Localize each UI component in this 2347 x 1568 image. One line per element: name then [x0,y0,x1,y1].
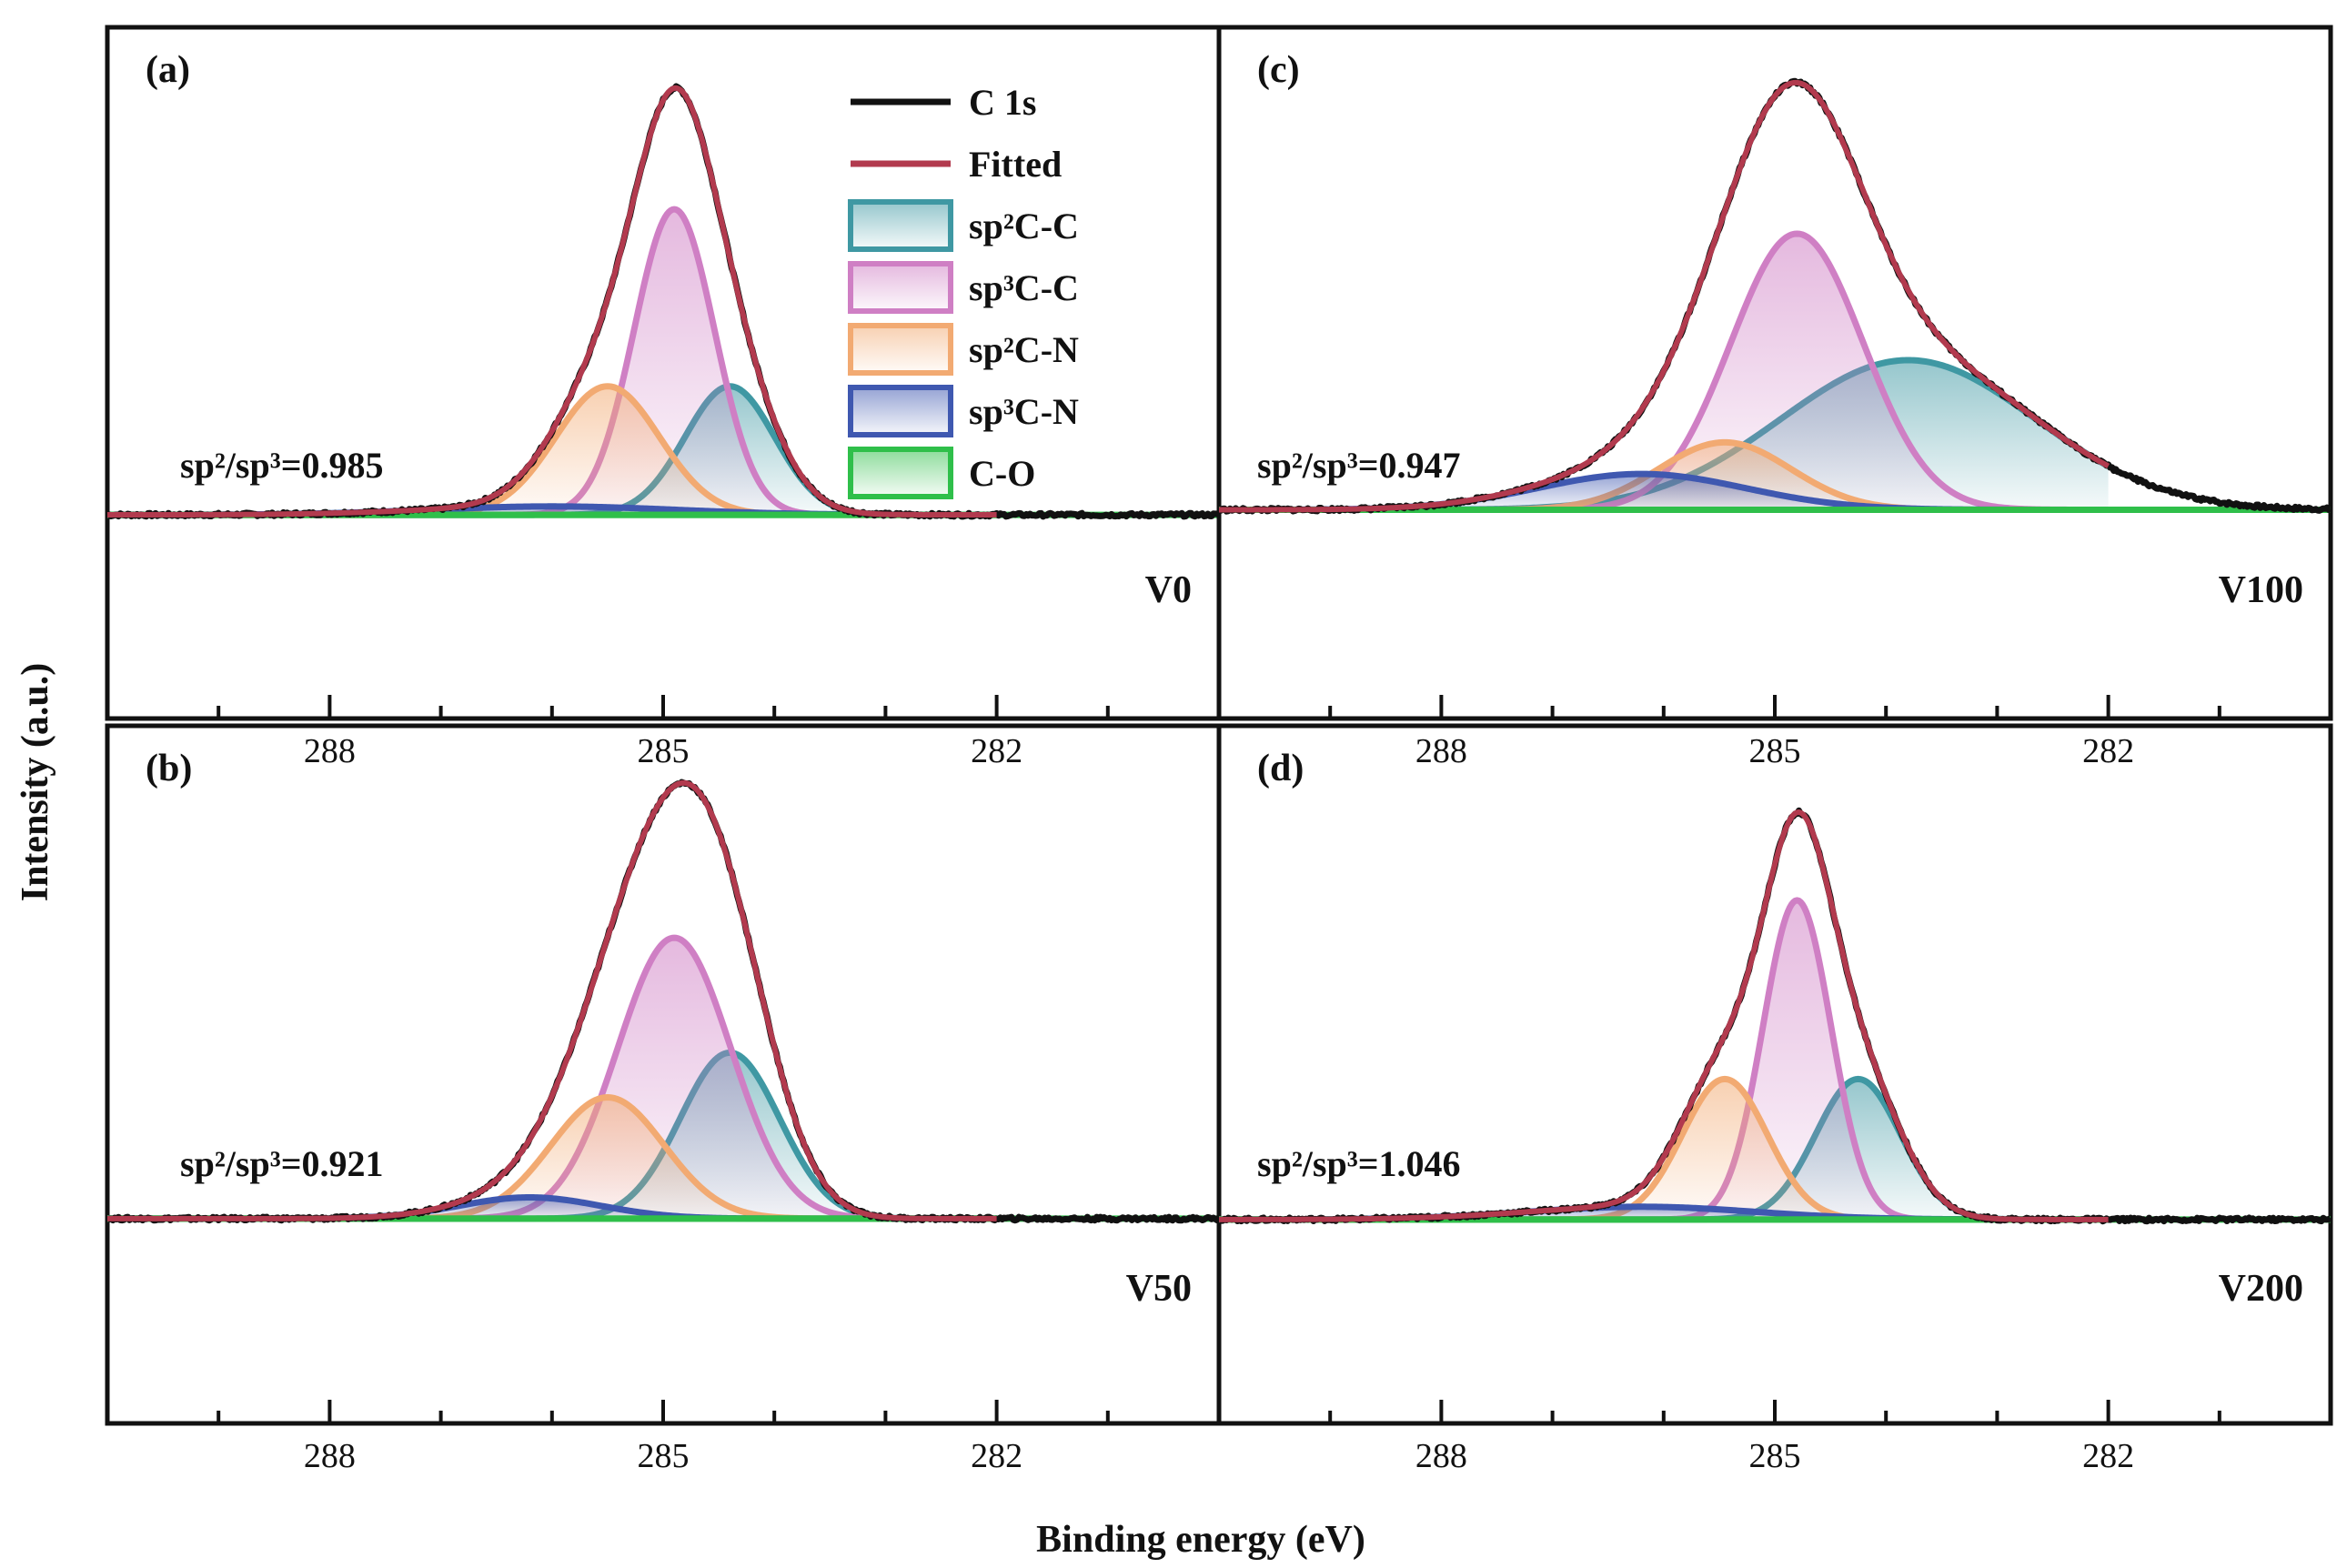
legend-label-co: C-O [969,453,1035,494]
x-tick-label: 285 [1749,732,1801,770]
fitted-envelope-line [1218,79,2110,513]
x-tick-label: 285 [638,732,690,770]
fitted-envelope-line [106,779,998,1221]
panel-letter: (c) [1257,49,1300,91]
panel-letter: (d) [1257,748,1304,789]
legend-swatch-spcn [848,323,953,376]
x-tick-label: 285 [1749,1437,1801,1475]
sample-label: V200 [2219,1268,2303,1310]
legend-label-c1s: C 1s [969,82,1036,123]
fitted-envelope-line [106,85,998,518]
x-tick-label: 285 [638,1437,690,1475]
x-tick-label: 282 [2082,732,2134,770]
panel-a: 288 285 282 (a) sp²/sp³=0.985 V0 [105,25,1222,770]
ratio-annotation: sp²/sp³=0.985 [180,445,384,486]
component-fill-spcn [1219,474,2109,510]
component-fill-spcn [107,1197,997,1219]
legend-label-spcc: sp³C-C [969,267,1079,308]
x-tick-label: 282 [971,1437,1022,1475]
x-axis-label: Binding energy (eV) [1036,1519,1365,1561]
legend-label-spcn: sp²C-N [969,329,1079,370]
component-fill-spcc [107,386,997,516]
y-axis-label: Intensity (a.u.) [15,663,56,902]
component-fill-spcn [1219,1206,2109,1220]
x-tick-label: 288 [1415,1437,1467,1475]
component-fill-spcc [1219,1079,2109,1220]
legend-swatch-spcc [848,199,953,252]
ratio-annotation: sp²/sp³=1.046 [1257,1143,1461,1184]
ratio-annotation: sp²/sp³=0.947 [1257,445,1461,486]
sample-label: V100 [2219,569,2303,611]
legend-swatch-spcc [848,261,953,314]
x-tick-label: 288 [1415,732,1467,770]
panel-b: 288 285 282 (b) sp²/sp³=0.921 V50 [105,723,1222,1475]
ratio-annotation: sp²/sp³=0.921 [180,1143,384,1184]
panel-letter: (a) [146,49,190,91]
panel-d: 288 285 282 (d) sp²/sp³=1.046 V200 [1216,723,2333,1475]
x-tick-label: 282 [971,732,1022,770]
sample-label: V0 [1145,569,1192,611]
legend-label-fitted: Fitted [969,144,1062,185]
panel-letter: (b) [146,748,192,789]
component-fill-spcn [107,386,997,516]
legend-label-spcn: sp³C-N [969,391,1079,432]
fitted-envelope-line [1218,809,2110,1222]
legend-swatch-co [848,447,953,499]
legend: C 1s Fitted sp²C-C sp³C-C sp²C-N sp³C-N C-O [848,82,1079,499]
component-fill-spcn [107,506,997,516]
x-tick-label: 288 [304,1437,356,1475]
component-fill-spcc [1219,233,2109,510]
legend-label-spcc: sp²C-C [969,206,1079,246]
x-tick-label: 288 [304,732,356,770]
x-tick-label: 282 [2082,1437,2134,1475]
component-fill-spcn [107,1097,997,1219]
component-fill-spcn [1219,1079,2109,1220]
panel-c: 288 285 282 (c) sp²/sp³=0.947 V100 [1216,25,2333,770]
sample-label: V50 [1126,1268,1192,1310]
legend-swatch-spcn [848,385,953,437]
